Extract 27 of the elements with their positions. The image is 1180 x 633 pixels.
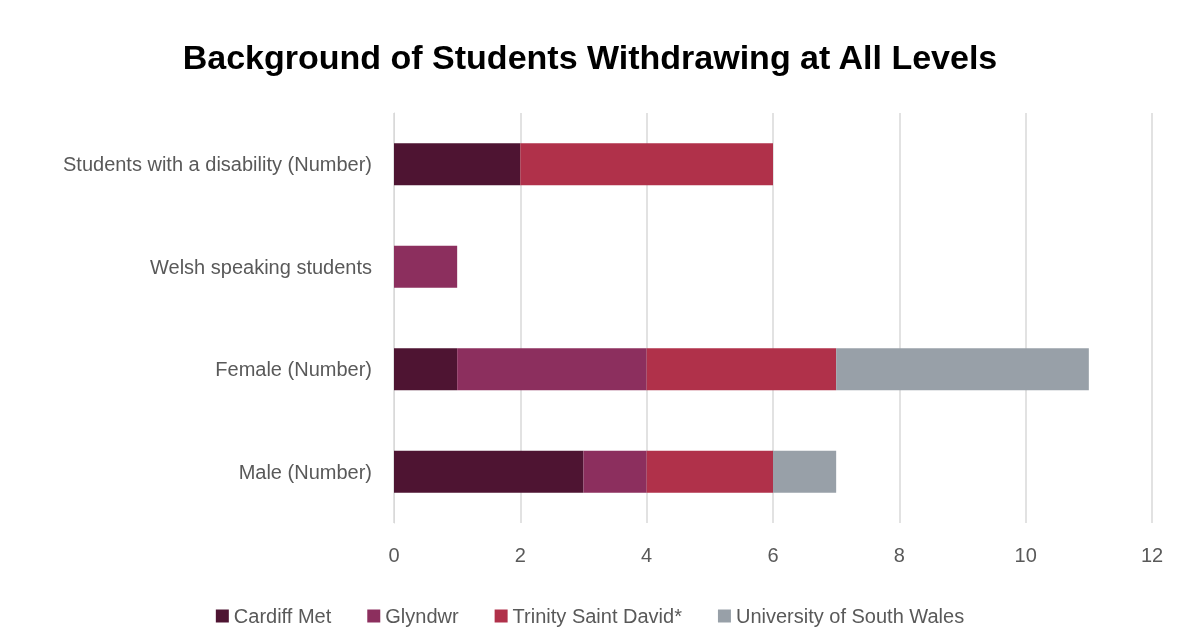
bar	[520, 143, 773, 186]
bar	[457, 348, 647, 391]
bar	[394, 143, 521, 186]
bar	[394, 245, 458, 288]
bar	[646, 450, 773, 493]
legend-label: University of South Wales	[735, 605, 965, 627]
x-tick-label: 4	[641, 544, 653, 566]
y-tick-label: Female (Number)	[215, 358, 372, 381]
bar	[583, 450, 647, 493]
x-tick-label: 8	[893, 544, 905, 566]
legend-label: Trinity Saint David*	[512, 605, 683, 627]
x-tick-label: 0	[388, 544, 400, 566]
x-tick-label: 12	[1140, 544, 1164, 566]
bar	[646, 348, 837, 391]
y-tick-label: Students with a disability (Number)	[62, 153, 372, 176]
bar	[773, 450, 837, 493]
bar	[836, 348, 1089, 391]
bar	[394, 348, 458, 391]
y-tick-label: Male (Number)	[238, 460, 372, 483]
x-tick-label: 2	[514, 544, 526, 566]
bar	[394, 450, 584, 493]
legend-label: Cardiff Met	[233, 605, 332, 627]
chart-title: Background of Students Withdrawing at All Levels	[182, 38, 998, 76]
x-tick-label: 6	[767, 544, 779, 566]
legend-label: Glyndwr	[385, 605, 459, 627]
y-tick-label: Welsh speaking students	[150, 255, 372, 278]
x-tick-label: 10	[1014, 544, 1037, 566]
